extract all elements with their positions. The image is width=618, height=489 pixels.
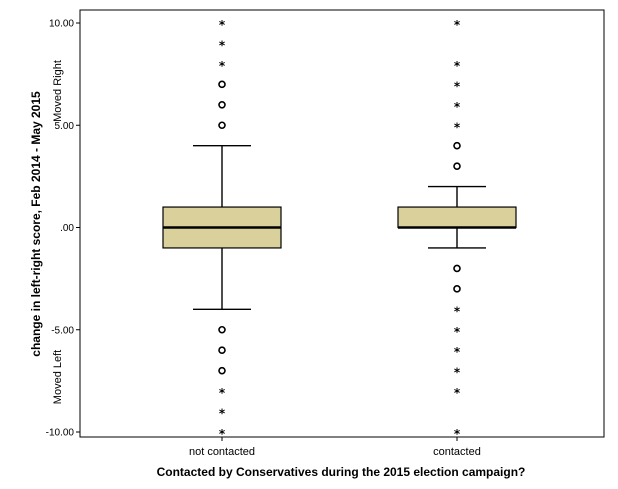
extreme-point: * — [454, 304, 461, 318]
extreme-point: * — [219, 18, 226, 32]
extreme-point: * — [454, 79, 461, 93]
extreme-point: * — [454, 345, 461, 359]
extreme-point: * — [454, 325, 461, 339]
outlier-point — [218, 80, 226, 89]
extreme-point: * — [454, 18, 461, 32]
extreme-point: * — [454, 427, 461, 441]
extreme-point: * — [454, 59, 461, 73]
plot-frame — [79, 9, 605, 438]
outlier-point — [453, 141, 461, 150]
extreme-point: * — [219, 38, 226, 52]
y-tick-label: -5.00 — [51, 325, 74, 336]
y-tick-label: 5.00 — [55, 121, 75, 132]
extreme-point: * — [454, 100, 461, 114]
extreme-point: * — [454, 366, 461, 380]
x-categories: not contacted contacted — [189, 437, 481, 458]
extreme-point: * — [454, 386, 461, 400]
outlier-point — [218, 346, 226, 355]
moved-right-label: Moved Right — [52, 60, 64, 122]
y-ticks: 10.00 5.00 .00 -5.00 -10.00 — [46, 19, 80, 439]
y-tick-label: 10.00 — [49, 19, 74, 30]
box-group: * * * * * * * * * * * — [397, 18, 517, 441]
extreme-point: * — [219, 59, 226, 73]
extreme-point: * — [219, 427, 226, 441]
x-category-label: not contacted — [189, 446, 255, 458]
moved-left-label: Moved Left — [52, 350, 64, 404]
extreme-point: * — [454, 120, 461, 134]
y-axis-title: change in left-right score, Feb 2014 - M… — [29, 91, 43, 357]
outlier-point — [453, 285, 461, 293]
y-tick-label: .00 — [60, 223, 74, 234]
iqr-box — [397, 206, 517, 229]
x-axis-title: Contacted by Conservatives during the 20… — [157, 465, 526, 479]
boxes-layer: * * * * * * * * * * * * * * * * * — [162, 18, 517, 441]
outlier-point — [218, 101, 226, 109]
x-category-label: contacted — [433, 446, 481, 458]
outlier-point — [218, 366, 226, 375]
extreme-point: * — [219, 386, 226, 400]
outlier-point — [218, 121, 226, 130]
outlier-point — [453, 264, 461, 273]
box-group: * * * * * * — [162, 18, 282, 441]
extreme-point: * — [219, 407, 226, 421]
y-tick-label: -10.00 — [46, 428, 75, 439]
outlier-point — [218, 325, 226, 334]
outlier-point — [453, 162, 461, 170]
